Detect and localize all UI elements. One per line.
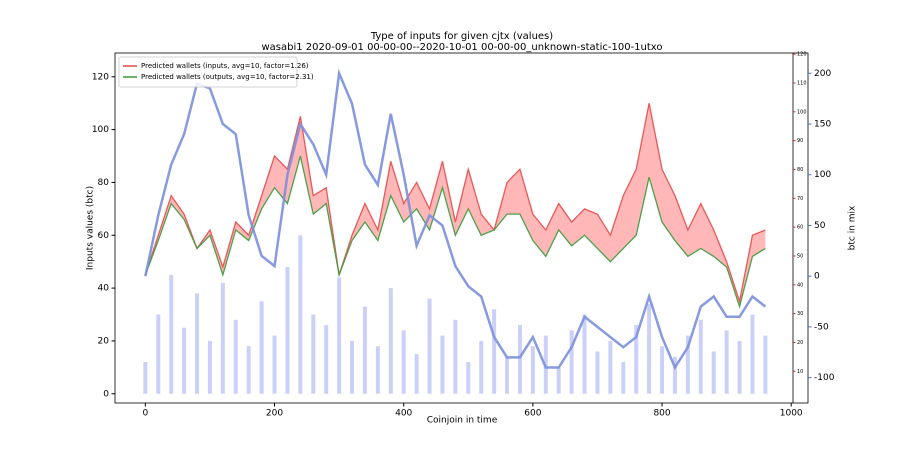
bar — [479, 340, 484, 394]
bar — [621, 362, 626, 394]
fill-between — [145, 103, 766, 307]
bar — [156, 314, 161, 394]
bar — [750, 314, 755, 394]
y-tick-label: 20 — [98, 336, 110, 346]
bar — [492, 309, 497, 394]
y2-tick-label: 200 — [814, 69, 831, 79]
y3-tick-label: 90 — [797, 138, 803, 144]
plot-frame — [114, 52, 809, 404]
x-tick-label: 1000 — [780, 409, 803, 419]
y3-tick-label: 20 — [797, 340, 803, 346]
y3-tick-label: 60 — [797, 225, 803, 231]
bar — [401, 330, 406, 394]
bar — [246, 346, 251, 394]
bar — [388, 288, 393, 394]
bar — [724, 330, 729, 394]
bar — [453, 319, 458, 394]
chart-subtitle: wasabi1 2020-09-01 00-00-00--2020-10-01 … — [261, 42, 662, 53]
bar — [711, 351, 716, 394]
bar — [350, 340, 355, 394]
bar — [672, 356, 677, 394]
bar — [737, 340, 742, 394]
y2-tick-label: 50 — [814, 221, 826, 231]
x-tick-label: 200 — [266, 409, 283, 419]
y3-tick-label: 70 — [797, 196, 803, 202]
y-tick-label: 120 — [92, 72, 109, 82]
line — [144, 103, 766, 304]
y3-tick-label: 80 — [797, 167, 803, 173]
legend-box — [118, 56, 298, 88]
y3-tick-label: 30 — [797, 311, 803, 317]
bar — [233, 319, 238, 394]
x-tick-label: 800 — [653, 409, 670, 419]
bar — [272, 335, 277, 394]
x-axis-label: Coinjoin in time — [427, 416, 498, 426]
bar — [440, 335, 445, 394]
chart-title: Type of inputs for given cjtx (values) — [370, 31, 553, 42]
y2-tick-label: 150 — [814, 120, 831, 130]
bar — [466, 362, 471, 394]
x-tick-label: 600 — [524, 409, 541, 419]
bar — [505, 356, 510, 394]
x-tick-label: 0 — [142, 409, 148, 419]
bar — [259, 301, 264, 394]
bar — [285, 266, 290, 394]
y-tick-label: 40 — [98, 284, 110, 294]
y3-tick-label: 100 — [797, 109, 807, 115]
y3-tick-label: 10 — [797, 369, 803, 375]
y3-tick-label: 40 — [797, 282, 803, 288]
y-tick-label: 60 — [98, 231, 110, 241]
bar — [647, 303, 652, 394]
y-tick-label: 0 — [103, 389, 109, 399]
line — [144, 155, 766, 309]
y-axis-label: Inputs values (btc) — [86, 186, 96, 270]
y2-axis-label: btc in mix — [848, 205, 858, 250]
y2-tick-label: -100 — [814, 373, 835, 383]
y2-tick-label: 0 — [814, 272, 820, 282]
bar — [569, 330, 574, 394]
bar — [220, 282, 225, 394]
x-tick-label: 400 — [395, 409, 412, 419]
bar — [362, 306, 367, 394]
bar — [660, 346, 665, 394]
bar — [427, 298, 432, 394]
bar — [195, 293, 200, 394]
bar — [143, 362, 148, 394]
legend-label: Predicted wallets (outputs, avg=10, fact… — [141, 73, 314, 81]
bar — [763, 335, 768, 394]
bar — [337, 277, 342, 394]
bar — [517, 325, 522, 394]
bar — [685, 335, 690, 394]
bar — [582, 314, 587, 394]
y3-tick-label: 50 — [797, 253, 803, 259]
bar — [324, 325, 329, 394]
bar — [298, 235, 303, 394]
line — [144, 68, 767, 371]
y-tick-label: 100 — [92, 125, 109, 135]
bar — [182, 327, 187, 394]
bar — [556, 367, 561, 394]
y3-tick-label: 120 — [797, 52, 807, 58]
bar — [595, 351, 600, 394]
bar — [698, 319, 703, 394]
bar — [608, 340, 613, 394]
y-tick-label: 80 — [98, 178, 110, 188]
bar — [634, 325, 639, 394]
bar — [311, 314, 316, 394]
bar — [207, 340, 212, 394]
y3-tick-label: 110 — [797, 80, 807, 86]
y2-tick-label: -50 — [814, 322, 829, 332]
bar — [169, 274, 174, 394]
bar — [530, 346, 535, 394]
y2-tick-label: 100 — [814, 170, 831, 180]
bar — [414, 354, 419, 394]
legend-label: Predicted wallets (inputs, avg=10, facto… — [141, 62, 309, 70]
bar — [375, 346, 380, 394]
